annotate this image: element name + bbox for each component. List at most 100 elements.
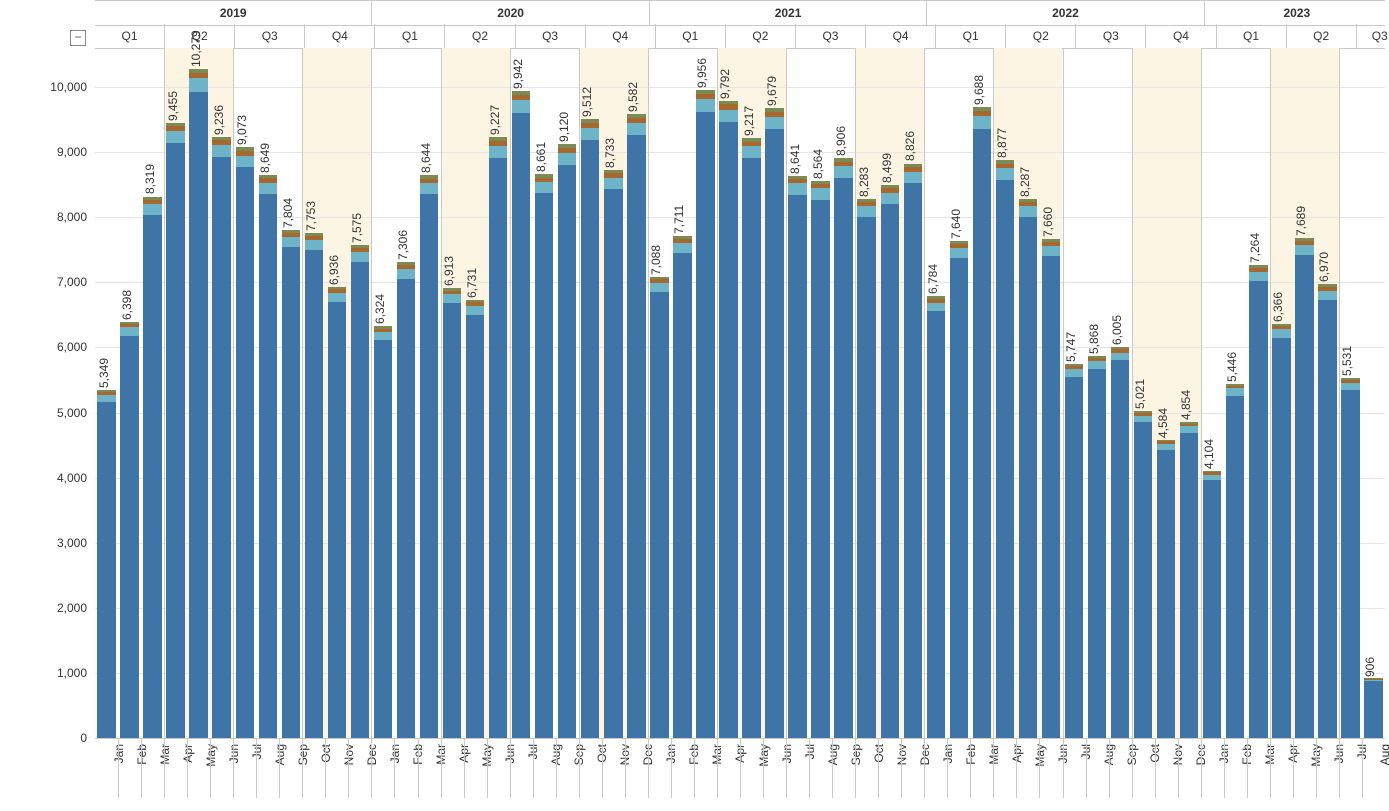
- bar-seg-accent1: [1019, 206, 1037, 217]
- bar[interactable]: 7,660: [1042, 239, 1060, 738]
- bar-seg-accent1: [696, 99, 714, 112]
- bar-seg-accent3: [1134, 411, 1152, 413]
- bar-value-label: 7,088: [649, 245, 663, 275]
- bar-seg-accent2: [650, 279, 668, 283]
- bar[interactable]: 9,236: [212, 137, 230, 738]
- bar-seg-main: [443, 303, 461, 738]
- bar[interactable]: 8,283: [857, 199, 875, 738]
- month-separator: [993, 738, 994, 798]
- bar[interactable]: 7,804: [282, 230, 300, 738]
- bar[interactable]: 9,679: [765, 108, 783, 738]
- bar[interactable]: 9,956: [696, 90, 714, 738]
- bar-value-label: 8,641: [788, 144, 802, 174]
- month-separator: [1316, 738, 1317, 798]
- bar-value-label: 8,644: [419, 143, 433, 173]
- bar[interactable]: 7,264: [1249, 265, 1267, 738]
- y-tick-label: 1,000: [57, 666, 87, 680]
- bar-seg-accent3: [1272, 324, 1290, 326]
- bar-value-label: 8,661: [534, 142, 548, 172]
- bar[interactable]: 8,733: [604, 170, 622, 738]
- bar-seg-accent1: [120, 327, 138, 335]
- bar[interactable]: 8,877: [996, 160, 1014, 738]
- bar-value-label: 6,324: [373, 294, 387, 324]
- bar[interactable]: 8,661: [535, 174, 553, 738]
- bar[interactable]: 7,753: [305, 233, 323, 738]
- bar[interactable]: 9,792: [719, 101, 737, 738]
- bar-seg-accent3: [236, 147, 254, 151]
- month-separator: [740, 738, 741, 798]
- bar-seg-accent3: [1295, 238, 1313, 241]
- bar[interactable]: 7,689: [1295, 238, 1313, 739]
- bar-seg-main: [1042, 256, 1060, 738]
- bar[interactable]: 9,073: [236, 147, 254, 738]
- bar-value-label: 7,575: [350, 213, 364, 243]
- bar[interactable]: 5,021: [1134, 411, 1152, 738]
- month-separator: [1247, 738, 1248, 798]
- bar[interactable]: 5,747: [1065, 364, 1083, 738]
- bar[interactable]: 6,398: [120, 322, 138, 738]
- bar-seg-accent2: [212, 140, 230, 145]
- month-separator: [118, 738, 119, 798]
- bar[interactable]: 9,688: [973, 107, 991, 738]
- quarter-header: Q4: [305, 24, 375, 48]
- bar[interactable]: 7,088: [650, 277, 668, 738]
- quarter-header: Q4: [866, 24, 936, 48]
- bar[interactable]: 8,319: [143, 196, 161, 738]
- bar[interactable]: 8,644: [420, 175, 438, 738]
- y-tick-label: 2,000: [57, 601, 87, 615]
- bar[interactable]: 9,120: [558, 144, 576, 738]
- bar[interactable]: 6,970: [1318, 284, 1336, 738]
- month-separator: [187, 738, 188, 798]
- bar[interactable]: 9,942: [512, 91, 530, 738]
- bar-seg-main: [996, 180, 1014, 738]
- bar-seg-accent2: [97, 392, 115, 395]
- y-tick-label: 10,000: [50, 80, 87, 94]
- bar[interactable]: 5,531: [1341, 378, 1359, 738]
- bar[interactable]: 5,868: [1088, 356, 1106, 738]
- bar-value-label: 4,584: [1156, 408, 1170, 438]
- bar[interactable]: 8,649: [259, 175, 277, 738]
- bar[interactable]: 6,324: [374, 326, 392, 738]
- bar-seg-accent1: [558, 153, 576, 165]
- bar[interactable]: 8,287: [1019, 199, 1037, 738]
- bar[interactable]: 6,913: [443, 288, 461, 738]
- bar-seg-main: [236, 167, 254, 738]
- bar-seg-accent3: [558, 144, 576, 148]
- bar[interactable]: 9,455: [166, 123, 184, 738]
- bar[interactable]: 5,349: [97, 390, 115, 738]
- bar-seg-main: [673, 253, 691, 738]
- bar-seg-accent2: [558, 148, 576, 153]
- bar[interactable]: 7,640: [950, 241, 968, 738]
- bar[interactable]: 8,564: [811, 181, 829, 738]
- bar[interactable]: 8,499: [881, 185, 899, 738]
- bar[interactable]: 4,854: [1180, 422, 1198, 738]
- bar[interactable]: 4,584: [1157, 440, 1175, 738]
- bar[interactable]: 6,366: [1272, 324, 1290, 738]
- bar[interactable]: 7,575: [351, 245, 369, 738]
- bar[interactable]: 8,641: [788, 176, 806, 738]
- bar-seg-accent1: [973, 116, 991, 129]
- bar[interactable]: 6,784: [927, 296, 945, 738]
- bar[interactable]: 9,227: [489, 137, 507, 738]
- month-separator: [1293, 738, 1294, 798]
- bar-seg-accent2: [1180, 424, 1198, 427]
- bar-seg-accent2: [1226, 386, 1244, 389]
- bar[interactable]: 10,279: [189, 69, 207, 738]
- quarter-header: Q4: [1146, 24, 1216, 48]
- bar[interactable]: 9,217: [742, 138, 760, 738]
- bar[interactable]: 8,826: [904, 163, 922, 738]
- bar[interactable]: 7,306: [397, 262, 415, 738]
- bar[interactable]: 9,512: [581, 119, 599, 738]
- bar[interactable]: 906: [1364, 679, 1382, 738]
- bar[interactable]: 6,005: [1111, 347, 1129, 738]
- bar-seg-accent2: [857, 202, 875, 206]
- bar[interactable]: 7,711: [673, 236, 691, 738]
- bar[interactable]: 8,906: [834, 158, 852, 738]
- bar[interactable]: 4,104: [1203, 471, 1221, 738]
- bar-seg-accent3: [259, 175, 277, 178]
- bar[interactable]: 6,731: [466, 300, 484, 738]
- bar[interactable]: 6,936: [328, 287, 346, 738]
- bar[interactable]: 5,446: [1226, 384, 1244, 739]
- bar[interactable]: 9,582: [627, 114, 645, 738]
- collapse-toggle[interactable]: −: [70, 30, 86, 46]
